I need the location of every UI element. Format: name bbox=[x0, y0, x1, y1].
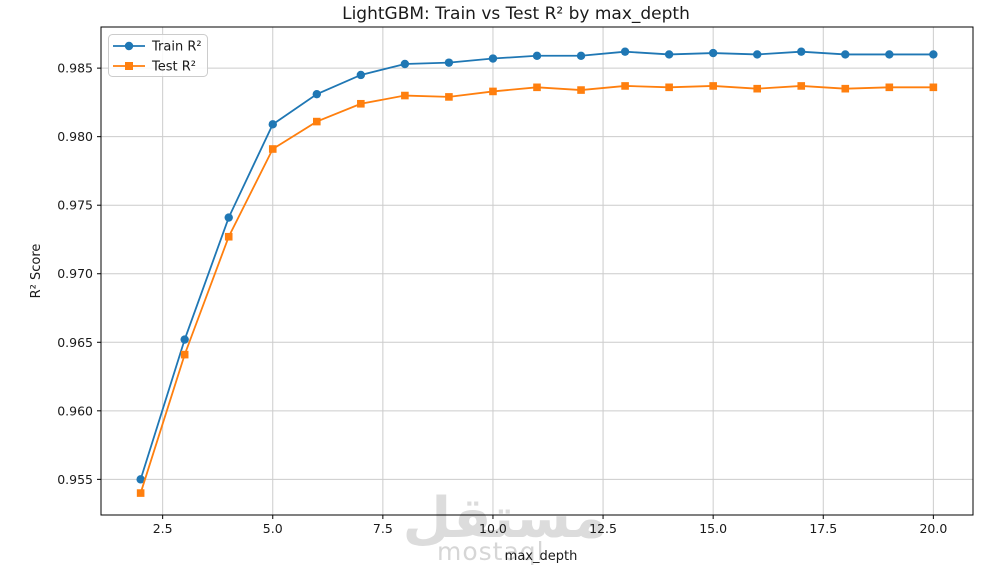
marker-train-r-x5 bbox=[268, 120, 277, 129]
marker-train-r-x9 bbox=[444, 58, 454, 67]
y-tick-label-0.960: 0.960 bbox=[57, 403, 93, 418]
marker-train-r-x10 bbox=[488, 54, 498, 63]
marker-train-r-x18 bbox=[841, 50, 850, 59]
marker-test-r-x13 bbox=[621, 82, 629, 90]
x-tick-label-20.0: 20.0 bbox=[919, 521, 947, 536]
marker-train-r-x8 bbox=[400, 59, 410, 69]
marker-train-r-x14 bbox=[664, 50, 674, 59]
marker-train-r-x13 bbox=[620, 47, 630, 56]
y-tick-label-0.955: 0.955 bbox=[57, 472, 93, 487]
x-tick-labels: 2.5 5.0 7.5 10.0 12.5 15.0 17.5 20.0 bbox=[153, 521, 948, 536]
legend-label-test: Test R² bbox=[151, 60, 196, 75]
marker-test-r-x16 bbox=[753, 84, 762, 93]
x-tick-label-5.0: 5.0 bbox=[263, 521, 283, 536]
marker-test-r-x11 bbox=[533, 83, 541, 92]
x-tick-label-12.5: 12.5 bbox=[589, 521, 617, 536]
marker-test-r-x8 bbox=[401, 91, 409, 100]
legend-item-train: Train R² bbox=[113, 40, 202, 55]
marker-train-r-x11 bbox=[532, 51, 542, 60]
x-axis-label: max_depth bbox=[505, 549, 578, 564]
marker-train-r-x2 bbox=[136, 475, 145, 484]
series-line-train-r bbox=[139, 50, 934, 480]
marker-train-r-x4 bbox=[224, 213, 233, 222]
marker-train-r-x12 bbox=[576, 51, 586, 60]
plot-border bbox=[100, 26, 974, 516]
legend: Train R² Test R² bbox=[108, 34, 208, 77]
series-group bbox=[136, 47, 938, 497]
marker-test-r-x2 bbox=[136, 489, 145, 497]
marker-test-r-x15 bbox=[709, 82, 717, 90]
marker-test-r-x20 bbox=[929, 83, 938, 92]
series-line-test-r bbox=[139, 85, 934, 494]
legend-marker-circle-icon bbox=[124, 41, 134, 51]
marker-test-r-x5 bbox=[268, 145, 277, 153]
marker-test-r-x4 bbox=[224, 232, 233, 241]
gridlines bbox=[101, 27, 973, 515]
y-tick-label-0.975: 0.975 bbox=[57, 198, 93, 213]
x-tick-label-7.5: 7.5 bbox=[373, 521, 393, 536]
y-tick-labels: 0.955 0.960 0.965 0.970 0.975 0.980 0.985 bbox=[57, 61, 93, 487]
marker-test-r-x6 bbox=[312, 117, 321, 126]
marker-test-r-x3 bbox=[180, 350, 189, 359]
y-tick-label-0.985: 0.985 bbox=[57, 61, 93, 76]
watermark-arabic-logo: مستقل bbox=[403, 486, 608, 551]
y-tick-label-0.980: 0.980 bbox=[57, 129, 93, 144]
watermark-latin-text: mostaql bbox=[437, 537, 545, 566]
marker-test-r-x14 bbox=[665, 83, 673, 92]
y-tick-label-0.970: 0.970 bbox=[57, 266, 93, 281]
x-tick-label-15.0: 15.0 bbox=[699, 521, 727, 536]
x-tick-label-17.5: 17.5 bbox=[809, 521, 837, 536]
marker-train-r-x7 bbox=[356, 70, 366, 80]
marker-train-r-x6 bbox=[312, 89, 321, 99]
x-tick-label-2.5: 2.5 bbox=[153, 521, 173, 536]
marker-train-r-x3 bbox=[180, 335, 189, 344]
marker-test-r-x7 bbox=[357, 99, 365, 108]
marker-test-r-x9 bbox=[445, 93, 453, 101]
legend-item-test: Test R² bbox=[113, 60, 196, 75]
marker-train-r-x17 bbox=[797, 47, 806, 56]
y-axis-label: R² Score bbox=[29, 244, 44, 299]
marker-train-r-x19 bbox=[885, 50, 894, 59]
legend-label-train: Train R² bbox=[151, 40, 202, 55]
marker-test-r-x17 bbox=[797, 82, 806, 90]
legend-marker-square-icon bbox=[125, 62, 133, 70]
marker-train-r-x15 bbox=[708, 48, 718, 58]
marker-test-r-x19 bbox=[885, 83, 894, 92]
axis-tick-marks bbox=[97, 67, 934, 519]
marker-train-r-x20 bbox=[929, 50, 938, 59]
marker-test-r-x18 bbox=[841, 84, 850, 93]
chart-title: LightGBM: Train vs Test R² by max_depth bbox=[342, 4, 690, 24]
marker-test-r-x10 bbox=[489, 87, 497, 96]
marker-test-r-x12 bbox=[577, 86, 585, 94]
y-tick-label-0.965: 0.965 bbox=[57, 335, 93, 350]
marker-train-r-x16 bbox=[753, 50, 762, 59]
x-tick-label-10.0: 10.0 bbox=[479, 521, 507, 536]
